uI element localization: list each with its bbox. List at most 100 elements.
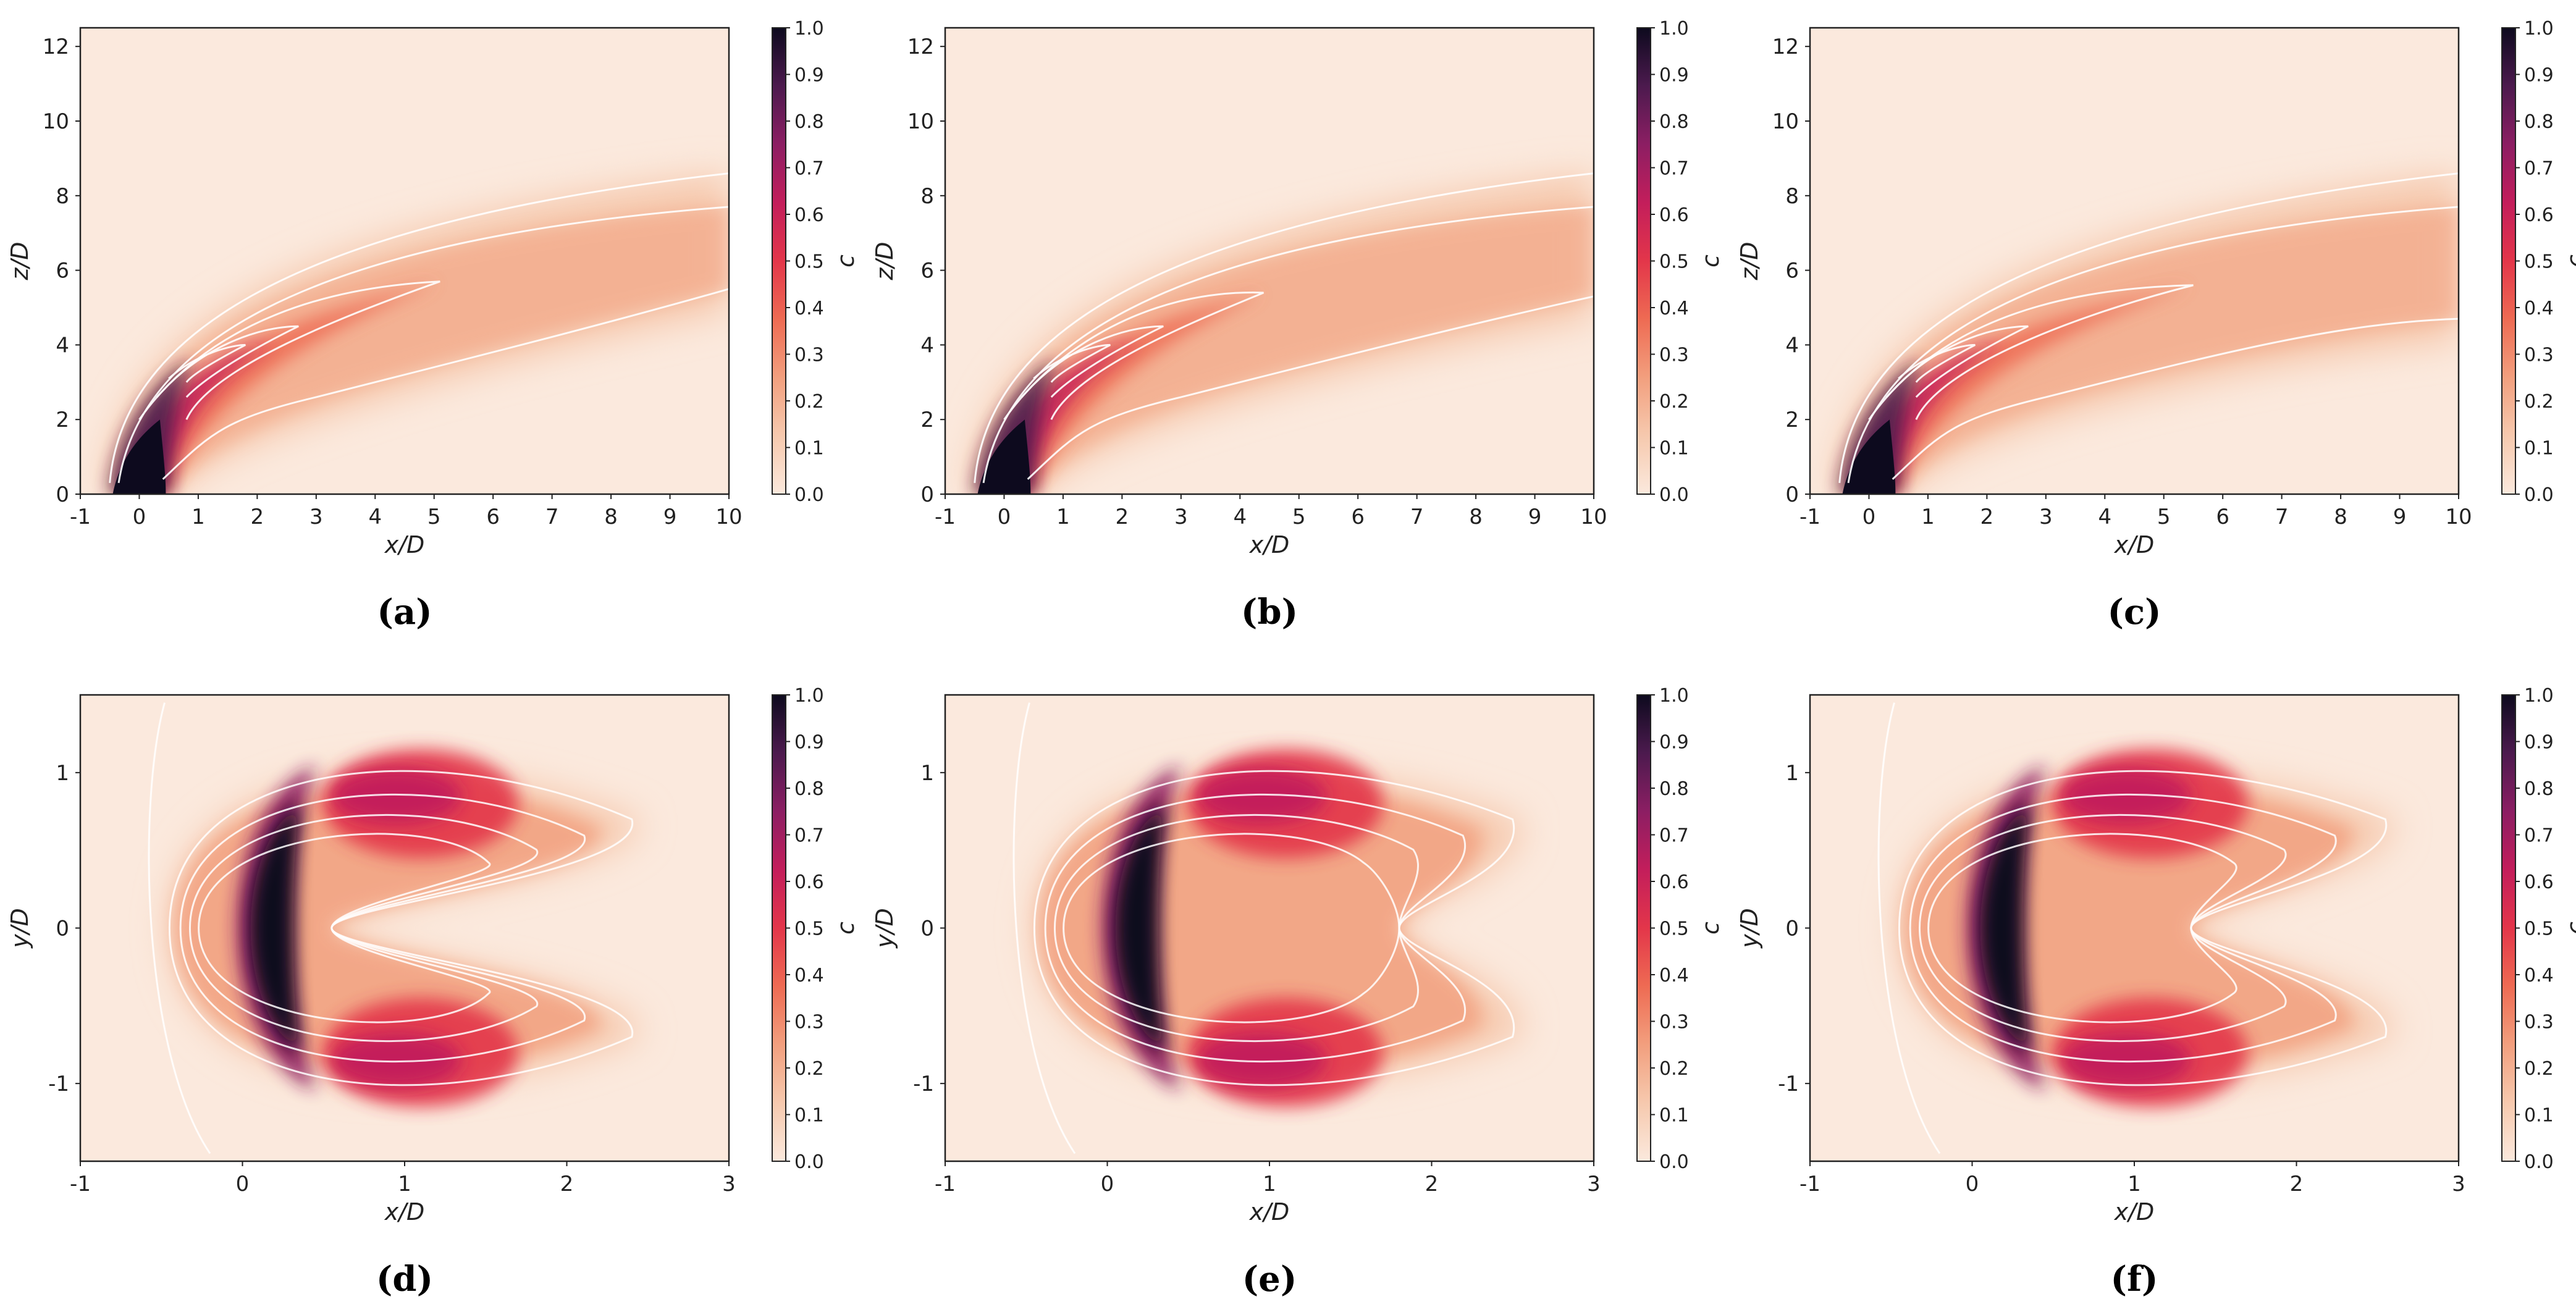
x-tick-label: 3 <box>309 505 323 529</box>
colorbar-tick-label: 1.0 <box>794 685 824 707</box>
colorbar-tick-label: 0.1 <box>2524 1105 2554 1127</box>
jet-exit <box>977 419 1031 494</box>
x-tick-label: 0 <box>133 505 146 529</box>
contour-line <box>1898 343 1976 383</box>
x-tick-label: 3 <box>2039 505 2053 529</box>
y-axis-label: y/D <box>871 908 898 949</box>
x-tick-label: 7 <box>545 505 559 529</box>
jet-exit <box>112 419 166 494</box>
x-tick-label: 2 <box>1980 505 1994 529</box>
heatmap-field <box>148 702 641 1154</box>
x-tick-label: 8 <box>1469 505 1483 529</box>
y-axis-label: z/D <box>6 242 33 280</box>
y-tick-label: 12 <box>43 35 69 59</box>
colorbar-tick-label: 0.3 <box>2524 345 2554 366</box>
contour-line <box>162 288 729 480</box>
x-tick-label: 0 <box>1101 1172 1114 1196</box>
colorbar-tick-label: 0.3 <box>794 1012 824 1033</box>
x-tick-label: 1 <box>1921 505 1935 529</box>
axes-frame <box>944 27 1595 495</box>
colorbar-tick-label: 0.8 <box>1659 111 1689 133</box>
colorbar-tick-label: 0.9 <box>2524 732 2554 754</box>
x-tick-label: 3 <box>1174 505 1188 529</box>
y-axis-label: y/D <box>6 908 33 949</box>
y-tick-label: 10 <box>1772 109 1799 134</box>
colorbar-tick-label: 0.9 <box>2524 65 2554 86</box>
heatmap-field <box>1877 702 2395 1154</box>
contour-line <box>982 206 1594 484</box>
crescent-core <box>250 804 300 1053</box>
x-tick-label: 6 <box>2216 505 2229 529</box>
y-tick-label: 0 <box>1785 482 1799 507</box>
subfigure-caption: (f) <box>2110 1259 2158 1300</box>
contour-line <box>1027 295 1594 480</box>
colorbar-tick-label: 0.7 <box>794 825 824 847</box>
x-tick-label: 5 <box>427 505 441 529</box>
heatmap-field <box>104 172 729 494</box>
y-tick-label: 0 <box>56 482 69 507</box>
y-tick-label: 8 <box>1785 184 1799 209</box>
colorbar-tick-label: 0.3 <box>1659 1012 1689 1033</box>
crescent-core <box>1115 804 1164 1053</box>
x-tick-label: 1 <box>192 505 205 529</box>
colorbar-tick-label: 1.0 <box>2524 685 2554 707</box>
panel-f: -1 0 1 2 3-101x/Dy/D0.00.10.20.30.40.50.60.7… <box>1736 685 2576 1300</box>
contour-line <box>156 325 299 398</box>
colorbar-tick-label: 0.6 <box>794 872 824 893</box>
x-tick-label: 10 <box>715 505 742 529</box>
x-tick-label: -1 <box>935 505 956 529</box>
x-tick-label: 6 <box>1351 505 1365 529</box>
y-tick-label: 2 <box>920 408 934 432</box>
x-tick-label: 9 <box>663 505 677 529</box>
vortex-core <box>331 1032 461 1088</box>
colorbar-tick-label: 0.4 <box>794 965 824 986</box>
contour-line <box>1838 172 2459 484</box>
x-tick-label: 2 <box>1116 505 1129 529</box>
colorbar-tick-label: 0.2 <box>794 391 824 413</box>
contour-line <box>974 172 1594 484</box>
heatmap-field <box>1833 172 2459 494</box>
subfigure-caption: (d) <box>376 1259 433 1300</box>
y-tick-label: 0 <box>920 482 934 507</box>
panel-a: -1 0 1 2 3 4 5 6 7 8 9 10024681012x/Dz/D0.00.10.20.… <box>6 18 859 632</box>
y-tick-label: -1 <box>913 1072 934 1096</box>
colorbar-tick-label: 0.6 <box>1659 872 1689 893</box>
x-tick-label: 1 <box>2128 1172 2141 1196</box>
colorbar <box>772 694 786 1162</box>
y-tick-label: 2 <box>56 408 69 432</box>
colorbar <box>2501 27 2516 495</box>
vortex-core <box>2061 768 2191 824</box>
x-tick-label: -1 <box>70 505 91 529</box>
x-tick-label: 1 <box>1263 1172 1276 1196</box>
colorbar-tick-label: 0.2 <box>794 1058 824 1080</box>
colorbar-tick-label: 1.0 <box>794 18 824 40</box>
colorbar-tick-label: 0.4 <box>1659 965 1689 986</box>
colorbar-tick-label: 0.1 <box>1659 438 1689 460</box>
y-axis-label: y/D <box>1736 908 1763 949</box>
y-axis-label: z/D <box>1736 242 1763 280</box>
contour-line <box>168 343 246 383</box>
y-tick-label: 0 <box>920 917 934 941</box>
x-tick-label: 0 <box>1966 1172 1979 1196</box>
contour-line <box>148 702 211 1154</box>
y-tick-label: 1 <box>920 761 934 786</box>
colorbar-tick-label: 0.8 <box>2524 111 2554 133</box>
colorbar-tick-label: 1.0 <box>1659 18 1689 40</box>
x-tick-label: 1 <box>398 1172 411 1196</box>
panel-e: -1 0 1 2 3-101x/Dy/D0.00.10.20.30.40.50.60.7… <box>871 685 1724 1300</box>
colorbar-tick-label: 0.4 <box>2524 298 2554 319</box>
x-axis-label: x/D <box>2114 1198 2155 1225</box>
colorbar-tick-label: 0.1 <box>794 438 824 460</box>
colorbar-label: c <box>1697 254 1724 267</box>
colorbar-tick-label: 0.0 <box>794 484 824 506</box>
x-axis-label: x/D <box>1249 531 1290 558</box>
x-tick-label: 6 <box>486 505 500 529</box>
colorbar-tick-label: 0.9 <box>794 732 824 754</box>
colorbar-tick-label: 0.8 <box>794 111 824 133</box>
y-tick-label: 6 <box>1785 259 1799 284</box>
x-axis-label: x/D <box>2114 531 2155 558</box>
colorbar-tick-label: 0.3 <box>2524 1012 2554 1033</box>
x-tick-label: 3 <box>2452 1172 2465 1196</box>
x-tick-label: 9 <box>1528 505 1542 529</box>
colorbar-tick-label: 0.0 <box>1659 1151 1689 1173</box>
